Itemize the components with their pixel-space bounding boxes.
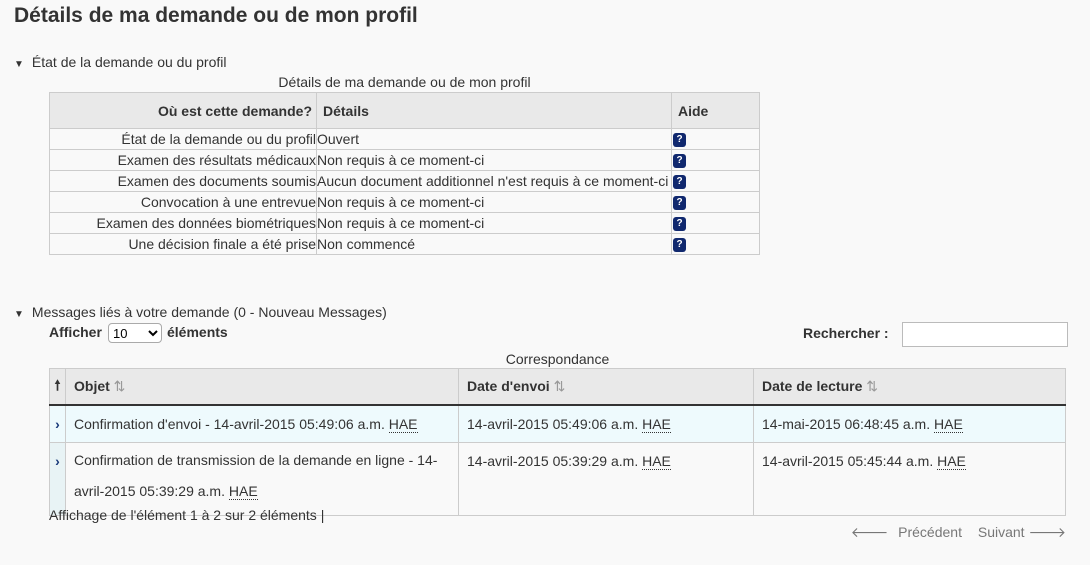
table-row: État de la demande ou du profil Ouvert? [49,128,760,150]
help-icon[interactable]: ? [673,196,686,211]
timezone-abbr: HAE [228,483,258,500]
table-row: Examen des données biométriques Non requi… [49,212,760,234]
table-caption: Détails de ma demande ou de mon profil [278,74,531,90]
stage-value: Ouvert [316,128,672,150]
sort-icon: ⇅ [553,378,566,394]
col-header-read[interactable]: Date de lecture ⇅ [753,368,1066,406]
col-header: Détails [316,92,672,129]
help-icon[interactable]: ? [673,175,686,190]
message-row[interactable]: › Confirmation d'envoi - 14-avril-2015 0… [49,404,1066,443]
timezone-abbr: HAE [642,453,671,470]
triangle-down-icon: ▼ [14,59,24,70]
messages-table: 🠕 Objet ⇅ Date d'envoi ⇅ Date de lecture… [49,368,1066,516]
triangle-down-icon: ▼ [14,309,24,320]
col-header: Où est cette demande? [49,92,317,129]
status-section-toggle[interactable]: ▼ État de la demande ou du profil [14,54,226,70]
page-title: Détails de ma demande ou de mon profil [14,4,418,27]
pagination: 🡐 Précédent Suivant 🡒 [845,524,1066,541]
table-row: Examen des résultats médicaux Non requis … [49,149,760,171]
help-icon[interactable]: ? [673,238,686,253]
next-button[interactable]: Suivant 🡒 [977,524,1066,540]
status-table: Où est cette demande? Détails Aide État de… [49,92,760,255]
expand-chevron-icon[interactable]: › [49,404,66,443]
col-header: Aide [671,92,760,129]
timezone-abbr: HAE [388,416,418,433]
stage-label: Examen des documents soumis [49,170,317,192]
stage-value: Non requis à ce moment-ci [316,149,672,171]
stage-label: Une décision finale a été prise [49,233,317,255]
section-label: État de la demande ou du profil [31,54,227,70]
search-label: Rechercher : [803,325,889,341]
table-caption: Correspondance [505,351,610,367]
message-read-date: 14-avril-2015 05:45:44 a.m. HAE [753,442,1066,516]
timezone-abbr: HAE [937,453,966,470]
help-icon[interactable]: ? [673,133,686,148]
sort-asc-icon[interactable]: 🠕 [49,368,66,406]
table-info: Affichage de l'élément 1 à 2 sur 2 éléme… [49,507,325,523]
section-label: Messages liés à votre demande (0 - Nouve… [31,304,387,320]
stage-value: Non commencé [316,233,672,255]
previous-button[interactable]: 🡐 Précédent [850,524,962,540]
timezone-abbr: HAE [934,416,963,433]
sort-icon: ⇅ [113,378,126,394]
show-label: Afficher [49,324,102,340]
show-suffix: éléments [167,324,228,340]
stage-label: Examen des données biométriques [49,212,317,234]
sort-icon: ⇅ [866,378,878,394]
message-sent-date: 14-avril-2015 05:49:06 a.m. HAE [458,404,754,443]
search-input[interactable] [902,322,1068,347]
table-row: Une décision finale a été prise Non comme… [49,233,760,255]
message-subject[interactable]: Confirmation de transmission de la deman… [65,442,459,516]
table-row: Convocation à une entrevue Non requis à c… [49,191,760,213]
timezone-abbr: HAE [642,416,671,433]
stage-label: Examen des résultats médicaux [49,149,317,171]
message-row[interactable]: › Confirmation de transmission de la dem… [49,442,1066,516]
stage-label: Convocation à une entrevue [49,191,317,213]
col-header-subject[interactable]: Objet ⇅ [65,368,459,406]
stage-value: Aucun document additionnel n'est requis … [316,170,672,192]
help-icon[interactable]: ? [673,217,686,232]
help-icon[interactable]: ? [673,154,686,169]
expand-chevron-icon[interactable]: › [49,442,66,516]
message-sent-date: 14-avril-2015 05:39:29 a.m. HAE [458,442,754,516]
col-header-sent[interactable]: Date d'envoi ⇅ [458,368,754,406]
table-row: Examen des documents soumis Aucun documen… [49,170,760,192]
stage-value: Non requis à ce moment-ci [316,191,672,213]
messages-section-toggle[interactable]: ▼ Messages liés à votre demande (0 - Nouv… [14,304,387,320]
stage-value: Non requis à ce moment-ci [316,212,672,234]
page-size-select[interactable]: 10 [108,323,162,343]
stage-label: État de la demande ou du profil [49,128,317,150]
message-read-date: 14-mai-2015 06:48:45 a.m. HAE [753,404,1066,443]
message-subject[interactable]: Confirmation d'envoi - 14-avril-2015 05:… [65,404,459,443]
